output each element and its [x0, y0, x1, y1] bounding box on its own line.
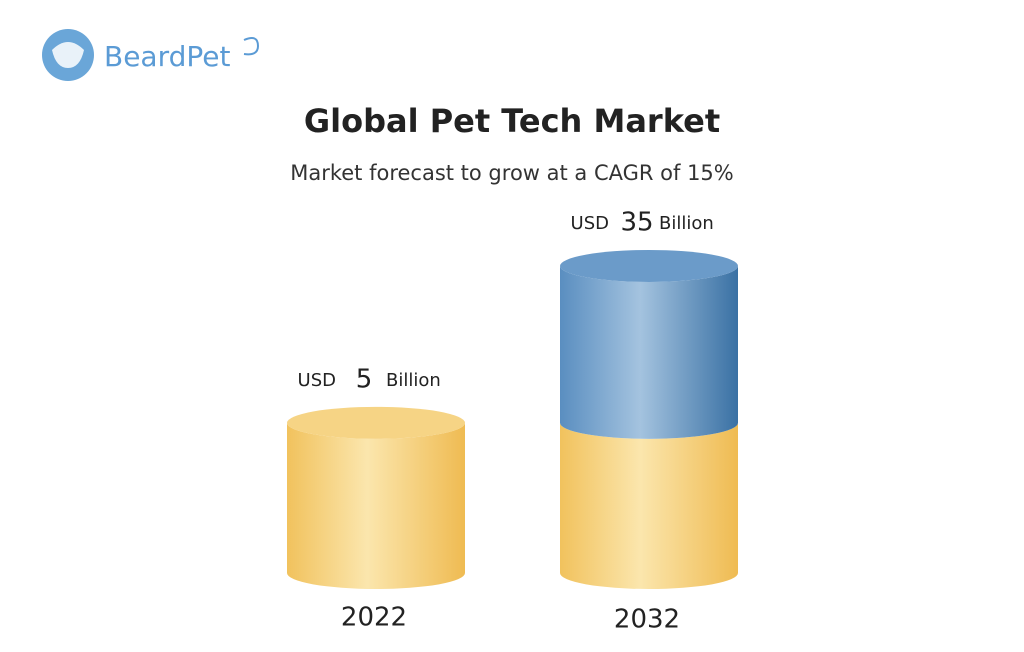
- value-label: 35: [620, 207, 653, 237]
- cylinder-body: [560, 422, 739, 589]
- value-currency: USD: [571, 213, 609, 234]
- cylinder-top: [287, 406, 465, 439]
- cylinder-top: [560, 249, 738, 282]
- x-tick-label: 2022: [341, 603, 407, 633]
- brand-name: BeardPet: [104, 40, 231, 73]
- cylinder-body: [287, 422, 465, 589]
- chart-title: Global Pet Tech Market: [304, 102, 720, 140]
- cylinder: [560, 249, 739, 589]
- value-label: 5: [356, 364, 373, 394]
- cylinder: [287, 406, 465, 589]
- value-unit: Billion: [659, 213, 714, 234]
- cylinder-body: [560, 265, 739, 439]
- chart-subtitle: Market forecast to grow at a CAGR of 15%: [290, 161, 734, 185]
- logo: BeardPet: [42, 29, 260, 81]
- value-unit: Billion: [386, 370, 441, 391]
- x-tick-label: 2032: [614, 605, 680, 635]
- value-currency: USD: [298, 370, 336, 391]
